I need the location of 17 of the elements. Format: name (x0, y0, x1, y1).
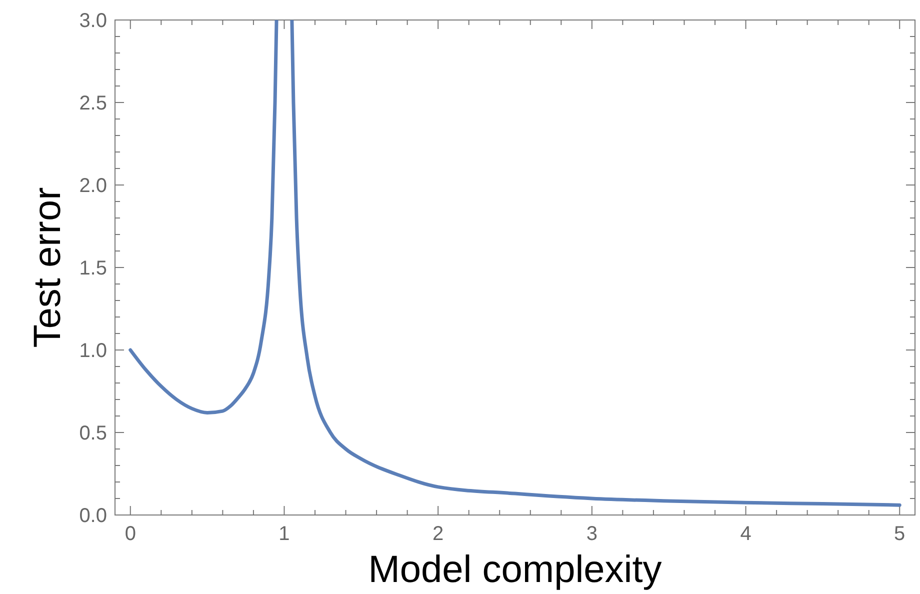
x-tick-label: 4 (740, 523, 752, 545)
y-tick-label: 3.0 (79, 10, 107, 32)
y-axis-title: Test error (27, 186, 69, 348)
line-series (290, 20, 902, 507)
y-tick-label: 0.0 (79, 505, 107, 527)
x-tick-label: 1 (278, 523, 290, 545)
y-tick-label: 1.0 (79, 340, 107, 362)
x-axis-title: Model complexity (368, 549, 662, 591)
y-tick-label: 1.5 (79, 258, 107, 280)
y-tick-label: 0.5 (79, 422, 107, 444)
x-tick-label: 3 (586, 523, 598, 545)
line-series (128, 20, 278, 414)
x-tick-label: 0 (124, 523, 136, 545)
y-tick-label: 2.0 (79, 175, 107, 197)
y-tick-label: 2.5 (79, 92, 107, 114)
x-tick-label: 2 (432, 523, 444, 545)
x-tick-label: 5 (894, 523, 906, 545)
